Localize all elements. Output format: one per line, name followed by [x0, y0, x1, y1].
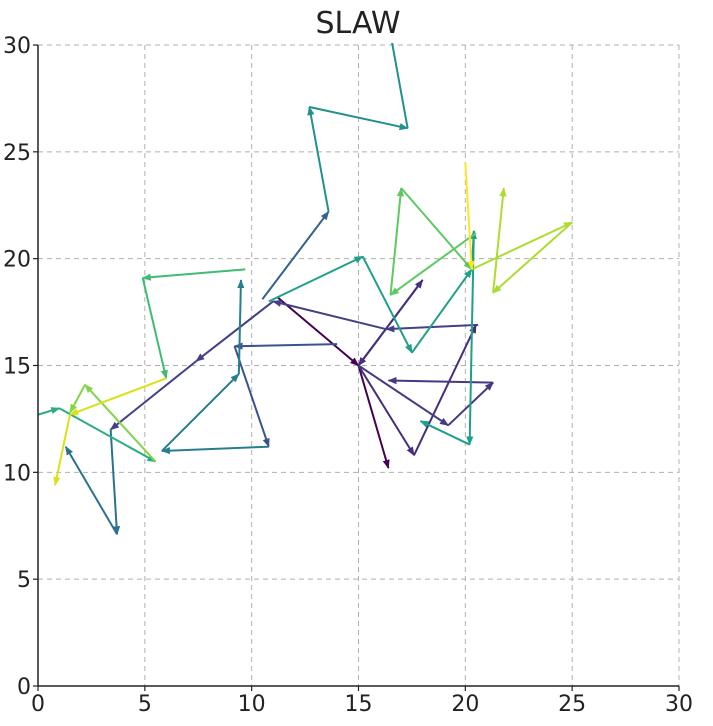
trajectory-segment [109, 429, 121, 536]
trajectory-segment [307, 106, 330, 212]
trajectory-segment [464, 162, 475, 271]
trajectory-segment [261, 210, 330, 300]
trajectory-segment [471, 221, 573, 271]
trajectory-segment [69, 384, 86, 414]
trajectory-segment [237, 279, 245, 375]
trajectory-segment [357, 365, 390, 469]
trajectory-segment [492, 221, 573, 294]
grid [38, 44, 680, 686]
trajectory-series [233, 342, 338, 448]
trajectory-segment [272, 299, 387, 331]
trajectory-segment [413, 324, 477, 456]
trajectory-series [261, 210, 330, 300]
trajectory-segment [38, 407, 61, 416]
trajectory-segment [195, 300, 274, 363]
trajectory-segment [387, 377, 494, 385]
trajectory-segment [357, 279, 424, 367]
trajectory-segment [268, 255, 364, 303]
trajectory-series [161, 279, 269, 455]
trajectory-segment [233, 345, 270, 448]
trajectory-segment [357, 364, 415, 457]
x-tick-label: 0 [31, 692, 45, 717]
trajectory-series [276, 296, 390, 469]
trajectory-series [357, 279, 424, 367]
x-tick-label: 10 [238, 692, 266, 717]
axes [33, 44, 680, 691]
trajectory-segment [53, 414, 72, 487]
trajectory-series [141, 268, 246, 380]
y-tick-label: 0 [17, 675, 31, 700]
trajectory-segment [109, 360, 197, 431]
trajectory-series [53, 377, 167, 487]
x-tick-label: 30 [665, 692, 693, 717]
trajectory-segment [411, 268, 473, 354]
trajectory-segment [69, 377, 167, 416]
y-tick-label: 25 [3, 141, 31, 166]
trajectory-segment [161, 445, 269, 455]
trajectory-segment [357, 364, 449, 427]
trajectory-series [307, 43, 409, 212]
trajectory-series [109, 299, 479, 431]
trajectory-segment [391, 43, 409, 129]
trajectory-series [64, 429, 121, 536]
trajectory-series [38, 407, 157, 463]
x-tick-label: 15 [345, 692, 373, 717]
trajectory-segment [492, 187, 507, 293]
trajectory-segment [84, 384, 157, 463]
trajectory-series [357, 324, 477, 457]
chart-title: SLAW [316, 6, 401, 41]
trajectory-series [69, 384, 157, 463]
x-tick-label: 20 [451, 692, 479, 717]
trajectory-segment [161, 373, 240, 452]
trajectory-series [389, 187, 477, 296]
trajectory-series [464, 162, 475, 271]
trajectory-segment [419, 420, 471, 446]
tick-labels: 0 5 10 15 20 25 30 0 5 10 15 20 25 30 [3, 34, 693, 717]
trajectory-segment [58, 407, 157, 463]
y-tick-label: 5 [17, 568, 31, 593]
trajectory-segment [389, 187, 405, 296]
x-tick-label: 5 [138, 692, 152, 717]
trajectory-series [357, 364, 494, 427]
trajectory-segment [233, 342, 338, 350]
trajectory-series [471, 187, 573, 294]
trajectory-segment [276, 296, 360, 367]
y-tick-label: 15 [3, 355, 31, 380]
y-tick-label: 30 [3, 34, 31, 59]
trajectory-segment [361, 256, 413, 354]
y-tick-label: 20 [3, 248, 31, 273]
x-tick-label: 25 [558, 692, 586, 717]
plot-area [38, 43, 573, 536]
trajectory-segment [64, 445, 118, 535]
trajectory-segment [389, 232, 477, 296]
trajectory-segment [385, 323, 479, 333]
y-tick-label: 10 [3, 461, 31, 486]
trajectory-segment [141, 268, 246, 281]
trajectory-segment [400, 187, 473, 271]
trajectory-segment [309, 105, 409, 131]
trajectory-series [268, 229, 478, 446]
trajectory-segment [141, 277, 168, 380]
